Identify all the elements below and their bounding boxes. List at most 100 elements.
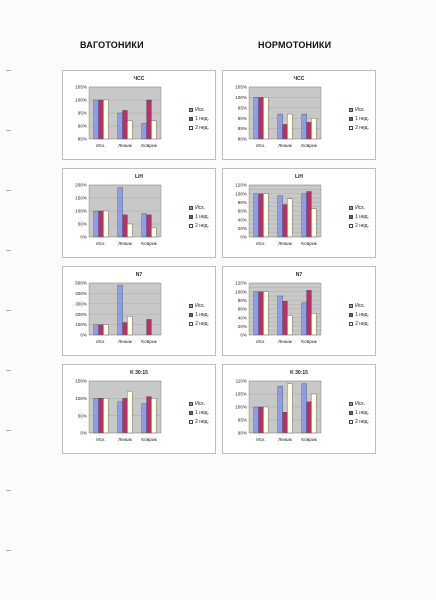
y-tick-label: 105% [235,392,247,397]
y-tick-label: 90% [238,116,247,121]
bar [127,223,133,238]
legend-item: 2 нед. [189,123,209,132]
bar [117,112,123,140]
x-tick-label: Коврик [141,437,157,443]
y-tick-label: 110% [236,379,247,384]
y-tick-label: 100% [75,396,87,401]
bar [253,97,259,140]
chart-panel: 0% 20% 40% 60% 80% 100% 120% Исх. Лежак Коврик N7 И… [222,266,376,356]
bar [93,210,99,238]
y-tick-label: 400% [75,291,87,296]
plot-border [88,380,162,434]
chart-title: L/H [134,174,144,180]
legend-swatch [189,214,194,219]
y-tick-label: 200% [75,183,87,188]
bar [98,99,104,140]
bar-chart: 80% 85% 90% 95% 100% 105% Исх. Лежак Коврик [235,85,322,149]
legend-label: 2 нед. [195,222,209,229]
y-tick-label: 105% [235,85,247,90]
legend-label: Исх. [195,106,206,113]
y-tick-label: 100% [75,322,87,327]
y-tick-label: 95% [238,418,247,423]
bar [282,412,288,434]
x-tick-label: Коврик [141,241,157,247]
legend-label: 1 нед. [195,409,209,416]
y-tick-label: 500% [75,281,87,286]
plot-border [248,184,322,238]
legend-item: Исх. [349,203,369,212]
bar [287,113,293,140]
chart-panel: 85% 90% 95% 100% 105% Исх. Лежак Коврик ЧСС Исх. 1… [62,70,216,160]
bar [277,386,283,434]
chart-title: N7 [295,272,303,278]
bar [146,396,152,434]
bar-chart: 0% 50% 100% 150% 200% Исх. Лежак Коврик [75,183,162,247]
bar [122,214,128,238]
legend-item: 1 нед. [189,114,209,123]
y-tick-label: 95% [238,105,247,110]
y-tick-label: 85% [78,137,87,142]
y-tick-label: 90% [78,124,87,129]
bar-chart: 85% 90% 95% 100% 105% Исх. Лежак Коврик [75,85,162,149]
bar [93,324,99,336]
legend-swatch [349,223,354,228]
bar [301,113,307,140]
x-tick-label: Исх. [96,241,106,247]
legend-item: Исх. [189,203,209,212]
legend-item: 2 нед. [349,221,369,230]
chart-panel: 0% 100% 200% 300% 400% 500% Исх. Лежак Коврик N7 И… [62,266,216,356]
bar [127,120,133,140]
bar-chart: 0% 20% 40% 60% 80% 100% 120% Исх. Лежак Коврик [235,183,322,247]
bar [117,284,123,336]
legend-label: 2 нед. [355,418,369,425]
chart-panel: 80% 85% 90% 95% 100% 105% Исх. Лежак Коврик ЧСС Ис… [222,70,376,160]
legend-item: 1 нед. [349,408,369,417]
y-tick-label: 100% [235,289,247,294]
bar-chart: 0% 100% 200% 300% 400% 500% Исх. Лежак Коврик [75,281,162,345]
legend-label: 1 нед. [355,115,369,122]
y-tick-label: 20% [238,324,247,329]
legend-item: 1 нед. [189,408,209,417]
bar-chart: 0% 50% 100% 150% Исх. Лежак Коврик [75,379,162,443]
bar [151,227,157,238]
x-tick-label: Лежак [118,437,133,443]
bar-chart: 90% 95% 100% 105% 110% Исх. Лежак Коврик [235,379,322,443]
legend-item: 1 нед. [189,310,209,319]
bar [258,291,264,336]
legend-item: 2 нед. [349,417,369,426]
bar [146,319,152,336]
x-tick-label: Коврик [301,143,317,149]
legend-swatch [349,107,354,112]
legend-item: Исх. [349,105,369,114]
x-tick-label: Исх. [96,339,106,345]
legend-label: 2 нед. [195,320,209,327]
legend-item: 2 нед. [189,417,209,426]
legend-swatch [349,205,354,210]
legend-label: Исх. [355,302,366,309]
legend-item: 2 нед. [189,221,209,230]
legend-swatch [189,419,194,424]
legend-swatch [349,419,354,424]
x-tick-label: Лежак [118,143,133,149]
bar [103,398,109,434]
legend-swatch [349,125,354,130]
x-tick-label: Коврик [141,339,157,345]
chart-legend: Исх. 1 нед. 2 нед. [349,301,369,328]
y-tick-label: 80% [238,137,247,142]
legend-swatch [349,401,354,406]
legend-item: Исх. [349,301,369,310]
y-tick-label: 60% [238,209,247,214]
legend-label: Исх. [355,106,366,113]
bar [98,210,104,238]
bar [103,210,109,238]
binder-mark [6,430,11,431]
bar [146,214,152,238]
legend-swatch [189,321,194,326]
y-tick-label: 90% [238,431,247,436]
legend-swatch [189,107,194,112]
plot-border [248,282,322,336]
bar [98,324,104,336]
y-tick-label: 120% [235,281,247,286]
chart-title: K 30:15 [290,370,308,376]
right-column-title: НОРМОТОНИКИ [258,40,332,50]
